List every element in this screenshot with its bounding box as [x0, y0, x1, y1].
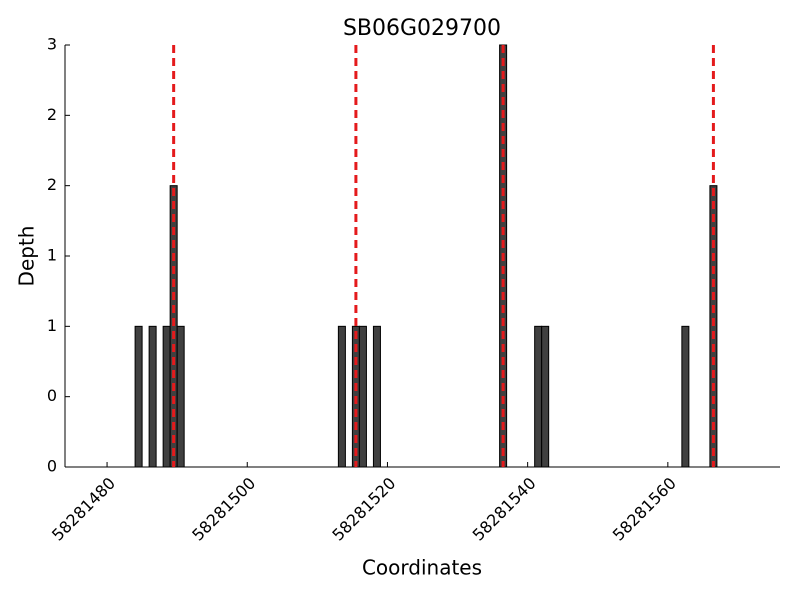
- y-tick-label: 2: [47, 175, 57, 194]
- x-tick-label: 58281540: [469, 474, 540, 545]
- y-axis-label: Depth: [15, 226, 39, 287]
- bar: [176, 325, 185, 468]
- y-tick-label: 0: [47, 457, 57, 476]
- bar: [534, 325, 543, 468]
- bar: [541, 325, 550, 468]
- bar: [372, 325, 381, 468]
- y-tick-label: 0: [47, 386, 57, 405]
- bar: [337, 325, 346, 468]
- chart-title: SB06G029700: [343, 16, 501, 41]
- x-tick-label: 58281520: [328, 474, 399, 545]
- x-tick-label: 58281500: [188, 474, 259, 545]
- y-tick-label: 2: [47, 105, 57, 124]
- bar: [148, 325, 157, 468]
- x-axis-label: Coordinates: [362, 556, 482, 580]
- bar: [134, 325, 143, 468]
- y-tick-label: 1: [47, 246, 57, 265]
- bar: [162, 325, 171, 468]
- bar: [358, 325, 367, 468]
- x-tick-label: 58281560: [609, 474, 680, 545]
- bar: [681, 325, 690, 468]
- x-tick-label: 58281480: [48, 474, 119, 545]
- y-tick-label: 1: [47, 316, 57, 335]
- y-tick-label: 3: [47, 35, 57, 54]
